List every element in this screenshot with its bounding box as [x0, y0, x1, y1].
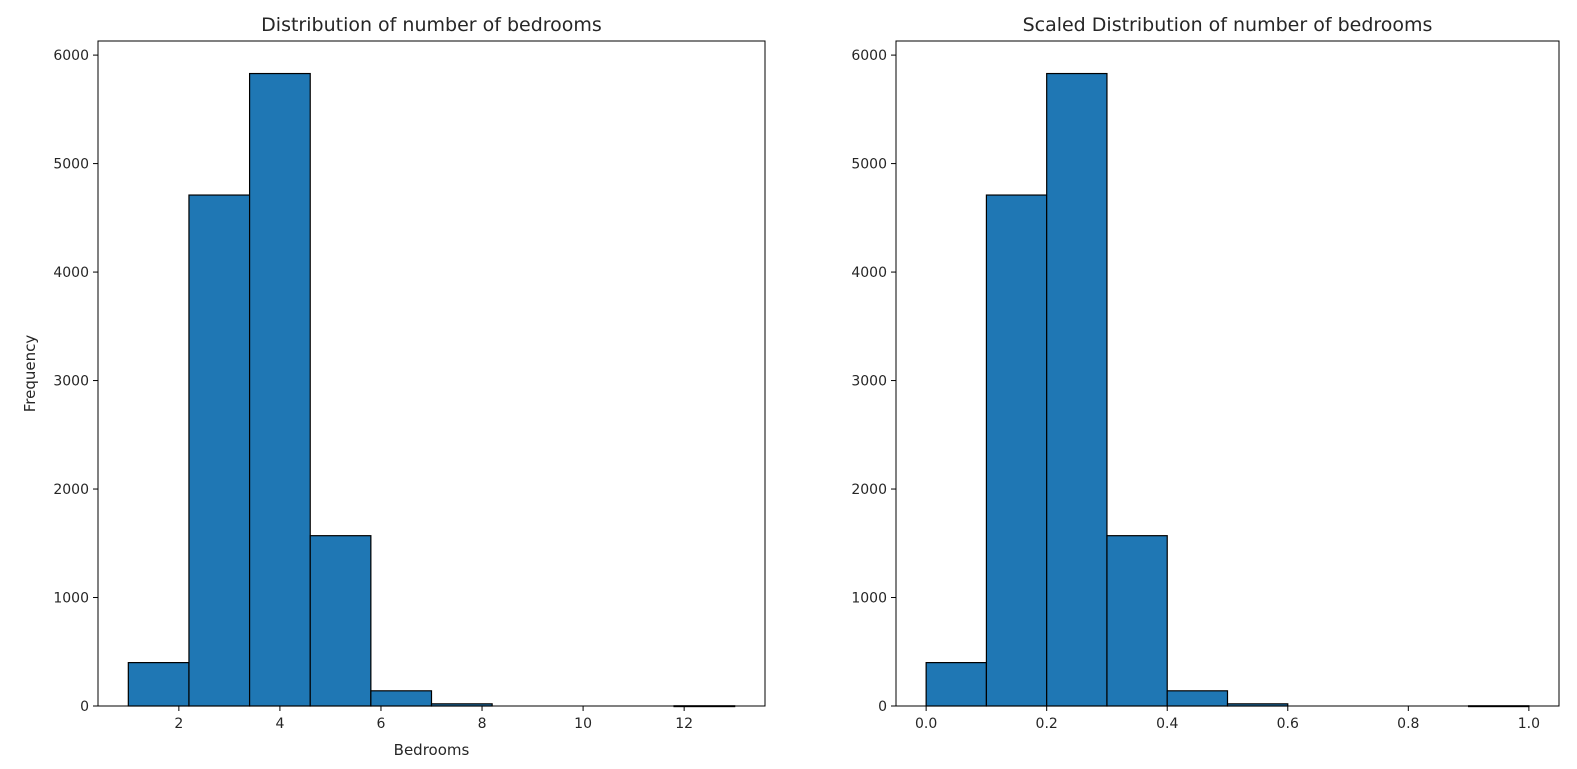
y-tick-label: 2000: [53, 482, 89, 498]
histogram-panel-bedrooms: 2 4 6 8 10 12 0 1000 2000 3000 4000 5000 6000 Distrib…: [21, 14, 766, 759]
histogram-bar: [1106, 535, 1168, 707]
y-tick-label: 4000: [53, 265, 89, 281]
histogram-bar: [1046, 72, 1108, 707]
histogram-bar: [127, 662, 190, 707]
y-tick-label: 1000: [851, 591, 887, 607]
y-tick-label: 5000: [53, 157, 89, 173]
axes-frame: [97, 40, 766, 707]
chart-title: Distribution of number of bedrooms: [261, 14, 602, 36]
histogram-bar: [1166, 690, 1229, 707]
y-tick-label: 6000: [851, 48, 887, 64]
x-tick-label: 12: [675, 716, 693, 732]
x-tick-label: 0.4: [1156, 716, 1178, 732]
x-tick-label: 2: [174, 716, 183, 732]
y-tick-label: 2000: [851, 482, 887, 498]
histogram-bar: [925, 662, 988, 707]
x-tick-label: 6: [377, 716, 386, 732]
x-tick-label: 1.0: [1518, 716, 1540, 732]
y-tick-label: 5000: [851, 157, 887, 173]
x-tick-label: 0.6: [1277, 716, 1299, 732]
histogram-bar: [370, 690, 433, 707]
histogram-bar: [188, 194, 251, 707]
axes-frame: [895, 40, 1560, 707]
y-tick-label: 4000: [851, 265, 887, 281]
y-tick-label: 3000: [53, 374, 89, 390]
histogram-bar: [985, 194, 1048, 707]
histogram-bar: [248, 72, 311, 707]
chart-title: Scaled Distribution of number of bedroom…: [1023, 14, 1433, 36]
histogram-panel-scaled-bedrooms: 0.0 0.2 0.4 0.6 0.8 1.0 0 1000 2000 3000 4000 5000 6…: [851, 14, 1560, 732]
x-tick-label: 0.0: [915, 716, 937, 732]
histogram-bar: [309, 535, 372, 707]
y-tick-label: 0: [878, 699, 887, 715]
x-tick-label: 0.2: [1036, 716, 1058, 732]
y-tick-label: 1000: [53, 591, 89, 607]
x-tick-label: 0.8: [1397, 716, 1419, 732]
x-tick-label: 10: [574, 716, 592, 732]
x-tick-label: 8: [478, 716, 487, 732]
y-axis-label: Frequency: [21, 335, 39, 413]
y-tick-label: 6000: [53, 48, 89, 64]
y-tick-label: 0: [80, 699, 89, 715]
y-tick-label: 3000: [851, 374, 887, 390]
x-tick-label: 4: [275, 716, 284, 732]
x-axis-label: Bedrooms: [394, 741, 470, 759]
